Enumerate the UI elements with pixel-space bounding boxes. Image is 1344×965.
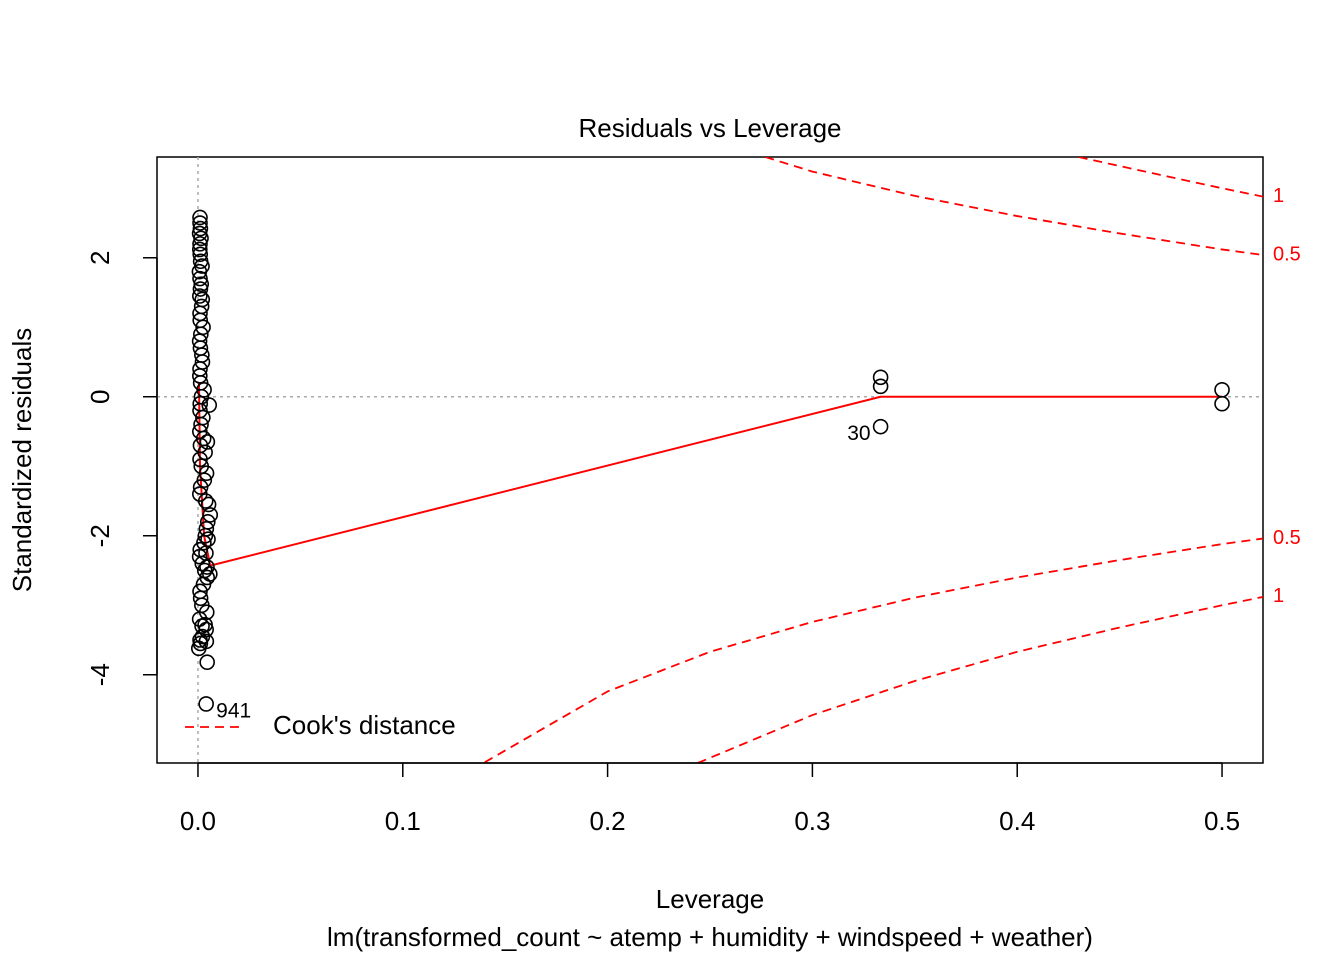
x-tick-label: 0.5 <box>1204 806 1240 836</box>
point <box>192 451 208 468</box>
point <box>194 628 211 645</box>
contour-label: 0.5 <box>1273 527 1301 549</box>
point <box>198 465 215 482</box>
point <box>197 493 214 509</box>
y-tick-label: 2 <box>85 251 115 265</box>
point-label: 941 <box>216 699 251 722</box>
point <box>192 220 209 237</box>
point <box>192 590 209 607</box>
point <box>192 270 208 287</box>
point <box>192 236 208 252</box>
x-tick-label: 0.1 <box>385 806 421 836</box>
point <box>872 418 889 435</box>
x-tick-label: 0.3 <box>794 806 830 836</box>
x-axis-label: Leverage <box>656 884 764 914</box>
point <box>199 559 215 575</box>
point <box>197 527 214 544</box>
cook-contour <box>697 596 1263 763</box>
point <box>191 263 208 280</box>
point <box>202 507 219 523</box>
point <box>196 382 212 398</box>
contour-label: 1 <box>1273 185 1284 207</box>
point-label: 30 <box>847 422 870 445</box>
y-tick-label: -4 <box>85 663 115 686</box>
point <box>192 241 208 258</box>
point <box>192 281 209 297</box>
point <box>194 555 211 572</box>
point <box>197 616 213 633</box>
contour-label: 0.5 <box>1273 243 1301 265</box>
contour-label: 1 <box>1273 585 1284 607</box>
point <box>192 209 208 226</box>
point <box>202 566 218 582</box>
subtitle: lm(transformed_count ~ atemp + humidity … <box>327 922 1093 952</box>
y-tick-label: 0 <box>85 390 115 404</box>
y-axis-label: Standardized residuals <box>7 328 37 593</box>
point <box>193 230 209 247</box>
point <box>192 368 208 384</box>
point <box>192 215 208 231</box>
point <box>201 397 218 413</box>
point <box>872 369 889 386</box>
x-tick-label: 0.2 <box>590 806 626 836</box>
point <box>872 378 889 395</box>
point <box>198 633 215 650</box>
point <box>200 496 217 513</box>
point <box>1214 395 1230 412</box>
point <box>192 288 208 304</box>
cook-contour <box>1078 157 1263 198</box>
point <box>193 276 210 292</box>
point <box>199 434 216 450</box>
chart-title: Residuals vs Leverage <box>578 113 841 143</box>
cook-contour <box>765 157 1263 256</box>
point <box>192 246 209 263</box>
legend-label: Cook's distance <box>273 710 456 740</box>
x-tick-label: 0.4 <box>999 806 1035 836</box>
y-tick-label: -2 <box>85 524 115 547</box>
x-tick-label: 0.0 <box>180 806 216 836</box>
point <box>199 654 215 671</box>
point <box>192 479 209 495</box>
cook-contour <box>484 537 1263 763</box>
point <box>198 696 214 712</box>
